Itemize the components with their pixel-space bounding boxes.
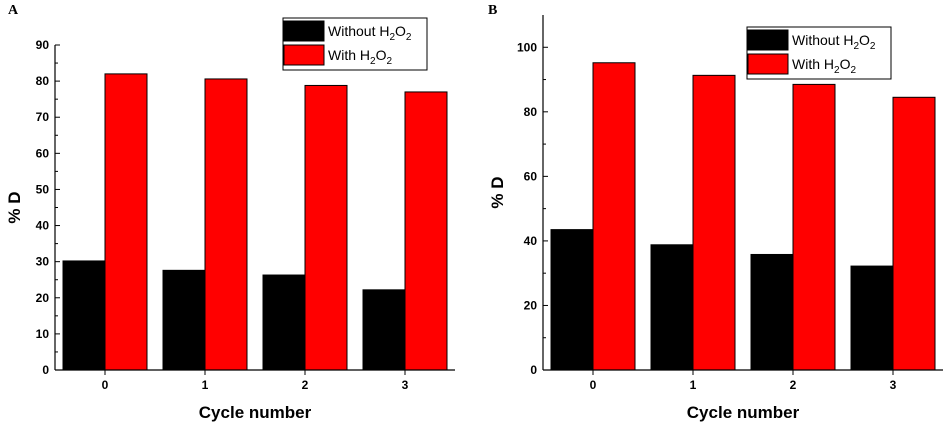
y-tick-label: 60 xyxy=(524,169,538,183)
x-tick-label: 3 xyxy=(402,378,409,392)
legend-subscript: 2 xyxy=(870,41,876,52)
legend-text-part: Without H xyxy=(792,32,853,48)
legend-swatch-with xyxy=(283,44,325,66)
legend-text-part: O xyxy=(840,56,851,72)
bar-with-h2o2-cycle-2 xyxy=(792,83,836,371)
y-axis-title: % D xyxy=(488,176,507,208)
bar-without-h2o2-cycle-0 xyxy=(550,229,594,371)
legend-text-part: O xyxy=(395,23,406,39)
x-axis-title: Cycle number xyxy=(199,403,312,422)
y-tick-label: 20 xyxy=(36,291,50,305)
x-tick-label: 0 xyxy=(102,378,109,392)
legend-subscript: 2 xyxy=(406,32,412,43)
x-axis-title: Cycle number xyxy=(687,403,800,422)
legend-subscript: 2 xyxy=(386,56,392,67)
legend-subscript: 2 xyxy=(834,65,840,76)
bar-without-h2o2-cycle-0 xyxy=(62,260,106,371)
y-tick-label: 90 xyxy=(36,38,50,52)
y-tick-label: 40 xyxy=(36,219,50,233)
legend-swatch-without xyxy=(747,29,789,51)
bar-without-h2o2-cycle-1 xyxy=(650,244,694,371)
y-tick-label: 70 xyxy=(36,110,50,124)
chart-panel-a: A 0 10 20 30 40 50 60 70 80 90 0 1 2 3 Cycle number % D W… xyxy=(5,3,455,422)
bar-with-h2o2-cycle-3 xyxy=(892,96,936,371)
bar-without-h2o2-cycle-1 xyxy=(162,269,206,371)
legend-swatch-without xyxy=(283,20,325,42)
legend-subscript: 2 xyxy=(853,41,859,52)
y-tick-label: 50 xyxy=(36,182,50,196)
x-tick-label: 1 xyxy=(202,378,209,392)
legend-text-part: O xyxy=(376,47,387,63)
y-tick-label: 0 xyxy=(42,363,49,377)
bar-without-h2o2-cycle-3 xyxy=(850,265,894,371)
x-tick-label: 2 xyxy=(790,378,797,392)
x-tick-label: 1 xyxy=(690,378,697,392)
legend-swatch-with xyxy=(747,53,789,75)
bar-with-h2o2-cycle-1 xyxy=(204,78,248,371)
bar-with-h2o2-cycle-1 xyxy=(692,74,736,371)
legend-label-with: With H2O2 xyxy=(328,47,392,67)
legend-label-without: Without H2O2 xyxy=(792,32,876,52)
legend-subscript: 2 xyxy=(370,56,376,67)
y-tick-label: 30 xyxy=(36,255,50,269)
legend-text-part: With H xyxy=(792,56,834,72)
x-tick-label: 0 xyxy=(590,378,597,392)
y-tick-label: 0 xyxy=(530,363,537,377)
y-tick-label: 80 xyxy=(36,74,50,88)
bar-with-h2o2-cycle-2 xyxy=(304,84,348,371)
legend-subscript: 2 xyxy=(389,32,395,43)
y-tick-label: 80 xyxy=(524,105,538,119)
bar-with-h2o2-cycle-3 xyxy=(404,91,448,371)
legend-text-part: Without H xyxy=(328,23,389,39)
legend-text-part: With H xyxy=(328,47,370,63)
y-tick-label: 40 xyxy=(524,234,538,248)
panel-label: B xyxy=(488,3,497,18)
bar-without-h2o2-cycle-2 xyxy=(750,253,794,371)
bar-with-h2o2-cycle-0 xyxy=(104,73,148,371)
legend-text-part: O xyxy=(859,32,870,48)
y-tick-label: 20 xyxy=(524,298,538,312)
panel-label: A xyxy=(8,3,19,18)
y-tick-label: 60 xyxy=(36,146,50,160)
bar-without-h2o2-cycle-2 xyxy=(262,274,306,371)
bar-with-h2o2-cycle-0 xyxy=(592,62,636,371)
x-tick-label: 3 xyxy=(890,378,897,392)
y-tick-label: 100 xyxy=(517,40,537,54)
y-axis-title: % D xyxy=(5,191,24,223)
y-tick-label: 10 xyxy=(36,327,50,341)
legend-label-with: With H2O2 xyxy=(792,56,856,76)
legend-subscript: 2 xyxy=(850,65,856,76)
chart-panel-b: B 0 20 40 60 80 100 0 1 2 3 Cycle number % D Without … xyxy=(488,3,943,422)
x-tick-label: 2 xyxy=(302,378,309,392)
legend-label-without: Without H2O2 xyxy=(328,23,412,43)
bar-without-h2o2-cycle-3 xyxy=(362,289,406,371)
